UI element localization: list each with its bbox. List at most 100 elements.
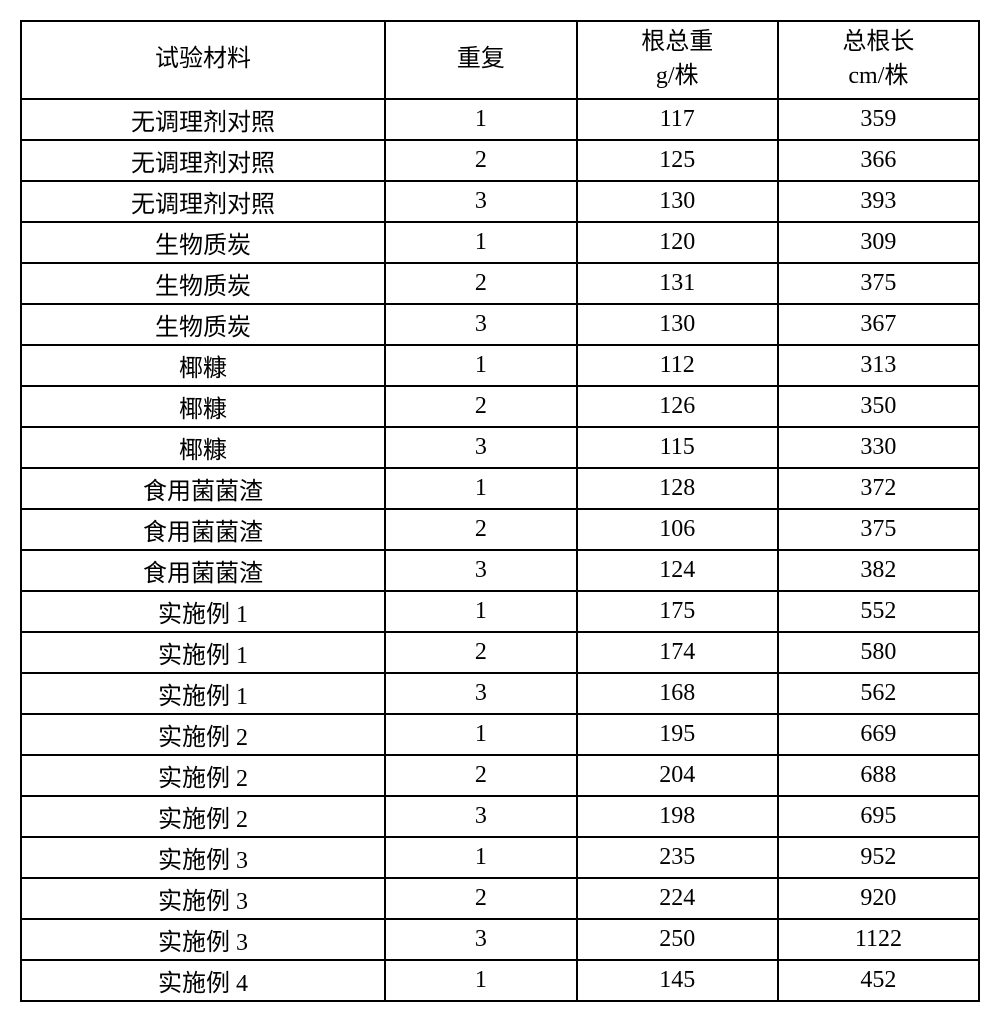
table-cell: 椰糠 <box>21 386 385 427</box>
table-cell: 食用菌菌渣 <box>21 509 385 550</box>
table-cell: 实施例 1 <box>21 632 385 673</box>
table-cell: 952 <box>778 837 979 878</box>
table-cell: 330 <box>778 427 979 468</box>
table-row: 食用菌菌渣3124382 <box>21 550 979 591</box>
table-cell: 250 <box>577 919 778 960</box>
table-row: 生物质炭3130367 <box>21 304 979 345</box>
table-row: 无调理剂对照3130393 <box>21 181 979 222</box>
table-row: 椰糠2126350 <box>21 386 979 427</box>
table-cell: 174 <box>577 632 778 673</box>
table-cell: 实施例 4 <box>21 960 385 1001</box>
table-row: 实施例 31235952 <box>21 837 979 878</box>
table-row: 生物质炭1120309 <box>21 222 979 263</box>
table-cell: 生物质炭 <box>21 222 385 263</box>
table-cell: 393 <box>778 181 979 222</box>
header-length-label: 总根长 <box>842 29 914 55</box>
table-cell: 1 <box>385 345 577 386</box>
header-repeat: 重复 <box>385 21 577 99</box>
table-cell: 实施例 3 <box>21 919 385 960</box>
table-cell: 椰糠 <box>21 345 385 386</box>
table-cell: 生物质炭 <box>21 304 385 345</box>
table-cell: 106 <box>577 509 778 550</box>
table-cell: 2 <box>385 263 577 304</box>
table-row: 实施例 32224920 <box>21 878 979 919</box>
header-weight-unit: g/株 <box>656 63 699 89</box>
table-cell: 实施例 1 <box>21 673 385 714</box>
table-cell: 688 <box>778 755 979 796</box>
table-cell: 195 <box>577 714 778 755</box>
table-row: 实施例 21195669 <box>21 714 979 755</box>
header-repeat-label: 重复 <box>457 46 505 72</box>
table-cell: 313 <box>778 345 979 386</box>
table-cell: 115 <box>577 427 778 468</box>
header-length-unit: cm/株 <box>848 63 908 89</box>
table-row: 食用菌菌渣1128372 <box>21 468 979 509</box>
table-row: 椰糠3115330 <box>21 427 979 468</box>
table-cell: 1 <box>385 222 577 263</box>
table-cell: 食用菌菌渣 <box>21 468 385 509</box>
table-cell: 食用菌菌渣 <box>21 550 385 591</box>
table-cell: 309 <box>778 222 979 263</box>
table-cell: 552 <box>778 591 979 632</box>
table-cell: 580 <box>778 632 979 673</box>
table-row: 实施例 11175552 <box>21 591 979 632</box>
table-cell: 695 <box>778 796 979 837</box>
table-cell: 131 <box>577 263 778 304</box>
table-row: 无调理剂对照2125366 <box>21 140 979 181</box>
header-weight: 根总重 g/株 <box>577 21 778 99</box>
table-cell: 实施例 1 <box>21 591 385 632</box>
table-cell: 3 <box>385 919 577 960</box>
table-cell: 无调理剂对照 <box>21 181 385 222</box>
table-cell: 实施例 2 <box>21 714 385 755</box>
table-cell: 112 <box>577 345 778 386</box>
table-row: 实施例 332501122 <box>21 919 979 960</box>
table-row: 实施例 13168562 <box>21 673 979 714</box>
table-cell: 452 <box>778 960 979 1001</box>
table-cell: 120 <box>577 222 778 263</box>
table-cell: 128 <box>577 468 778 509</box>
header-length: 总根长 cm/株 <box>778 21 979 99</box>
table-row: 无调理剂对照1117359 <box>21 99 979 140</box>
table-cell: 224 <box>577 878 778 919</box>
table-cell: 无调理剂对照 <box>21 140 385 181</box>
table-cell: 235 <box>577 837 778 878</box>
table-cell: 920 <box>778 878 979 919</box>
table-cell: 1 <box>385 591 577 632</box>
table-cell: 562 <box>778 673 979 714</box>
table-cell: 367 <box>778 304 979 345</box>
table-row: 椰糠1112313 <box>21 345 979 386</box>
table-cell: 3 <box>385 181 577 222</box>
table-cell: 3 <box>385 550 577 591</box>
table-cell: 实施例 2 <box>21 755 385 796</box>
table-cell: 1122 <box>778 919 979 960</box>
table-cell: 生物质炭 <box>21 263 385 304</box>
table-cell: 实施例 3 <box>21 878 385 919</box>
table-row: 实施例 23198695 <box>21 796 979 837</box>
table-cell: 130 <box>577 304 778 345</box>
table-cell: 2 <box>385 386 577 427</box>
table-cell: 1 <box>385 99 577 140</box>
table-cell: 1 <box>385 714 577 755</box>
table-cell: 2 <box>385 878 577 919</box>
table-cell: 3 <box>385 304 577 345</box>
table-cell: 366 <box>778 140 979 181</box>
table-cell: 2 <box>385 509 577 550</box>
table-cell: 126 <box>577 386 778 427</box>
table-row: 实施例 41145452 <box>21 960 979 1001</box>
table-cell: 669 <box>778 714 979 755</box>
header-material-label: 试验材料 <box>155 46 251 72</box>
table-cell: 117 <box>577 99 778 140</box>
header-material: 试验材料 <box>21 21 385 99</box>
table-row: 生物质炭2131375 <box>21 263 979 304</box>
table-cell: 130 <box>577 181 778 222</box>
table-cell: 204 <box>577 755 778 796</box>
table-cell: 1 <box>385 468 577 509</box>
table-cell: 椰糠 <box>21 427 385 468</box>
table-cell: 198 <box>577 796 778 837</box>
table-row: 实施例 22204688 <box>21 755 979 796</box>
table-cell: 2 <box>385 140 577 181</box>
table-cell: 1 <box>385 837 577 878</box>
table-cell: 1 <box>385 960 577 1001</box>
table-cell: 无调理剂对照 <box>21 99 385 140</box>
table-header-row: 试验材料 重复 根总重 g/株 总根长 cm/株 <box>21 21 979 99</box>
